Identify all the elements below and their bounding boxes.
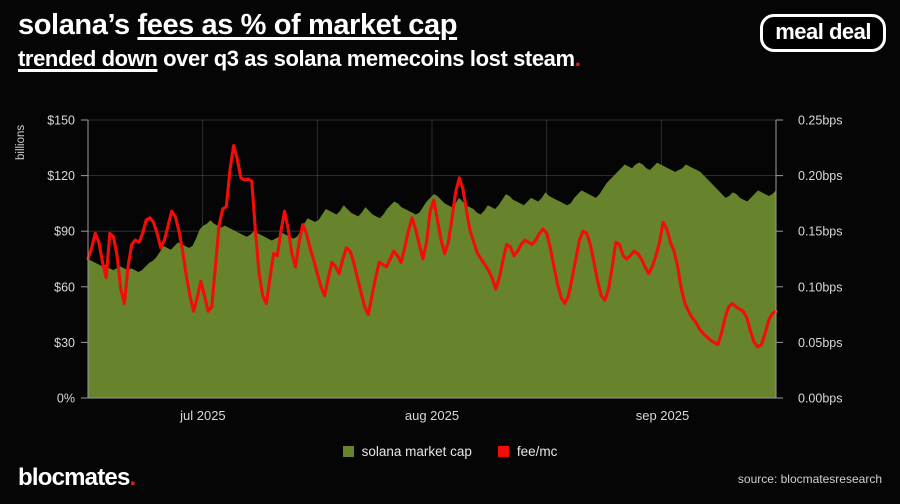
headline-accent-dot: . <box>574 46 581 71</box>
blocmates-logo: blocmates. <box>18 464 137 492</box>
y-axis-right-labels: 0.00bps 0.05bps 0.10bps 0.15bps 0.20bps 0.25b… <box>798 114 842 406</box>
headline-line-2: trended down over q3 as solana memecoins… <box>18 45 698 73</box>
headline-line-1: solana’s fees as % of market cap <box>18 8 698 42</box>
x-axis-labels: jul 2025 aug 2025 sep 2025 <box>179 408 689 423</box>
legend-swatch-solana-market-cap <box>342 446 354 457</box>
y-right-tick-2: 0.10bps <box>798 280 842 294</box>
y-axis-unit-text: billions <box>15 125 27 160</box>
y-axis-left-labels: 0% $30 $60 $90 $120 $150 <box>47 114 75 406</box>
headline-line-1-plain: solana’s <box>18 9 138 41</box>
y-left-tick-3: $90 <box>54 225 75 239</box>
y-right-tick-0: 0.00bps <box>798 392 842 406</box>
y-right-tick-3: 0.15bps <box>798 225 842 239</box>
headline-line-2-plain: over q3 as solana memecoins lost steam <box>157 46 575 71</box>
legend-label-solana-market-cap: solana market cap <box>361 444 472 459</box>
headline-line-2-underlined: trended down <box>18 46 158 71</box>
y-left-tick-5: $150 <box>47 114 75 128</box>
series-fee-mc-line <box>86 144 778 349</box>
legend-item-solana-market-cap: solana market cap <box>342 444 472 459</box>
y-left-tick-2: $60 <box>54 280 75 294</box>
x-tick-jul-2025: jul 2025 <box>179 408 226 423</box>
chart-svg: 0% $30 $60 $90 $120 $150 0.00bps 0.05bps 0.10bp… <box>15 114 842 424</box>
headline-line-1-underlined: fees as % of market cap <box>137 9 458 41</box>
x-tick-aug-2025: aug 2025 <box>405 408 459 423</box>
y-right-tick-1: 0.05bps <box>798 336 842 350</box>
axis-lines <box>81 119 783 399</box>
source-note: source: blocmatesresearch <box>737 472 882 486</box>
series-solana-market-cap-area <box>88 162 776 398</box>
chart-container: 0% $30 $60 $90 $120 $150 0.00bps 0.05bps 0.10bp… <box>0 104 900 424</box>
legend-swatch-fee-mc <box>497 446 509 457</box>
x-tick-sep-2025: sep 2025 <box>636 408 690 423</box>
chart-legend: solana market cap fee/mc <box>0 444 900 459</box>
y-left-tick-1: $30 <box>54 336 75 350</box>
meal-deal-badge: meal deal <box>760 14 886 52</box>
y-right-tick-4: 0.20bps <box>798 169 842 183</box>
y-right-tick-5: 0.25bps <box>798 114 842 128</box>
y-left-tick-0: 0% <box>57 392 75 406</box>
legend-item-fee-mc: fee/mc <box>497 444 558 459</box>
legend-label-fee-mc: fee/mc <box>516 444 558 459</box>
blocmates-logo-text: blocmates <box>18 464 130 491</box>
blocmates-logo-dot: . <box>129 464 137 491</box>
y-left-tick-4: $120 <box>47 169 75 183</box>
y-axis-unit-label: billions <box>15 125 27 160</box>
headline-block: solana’s fees as % of market cap trended… <box>18 8 698 73</box>
